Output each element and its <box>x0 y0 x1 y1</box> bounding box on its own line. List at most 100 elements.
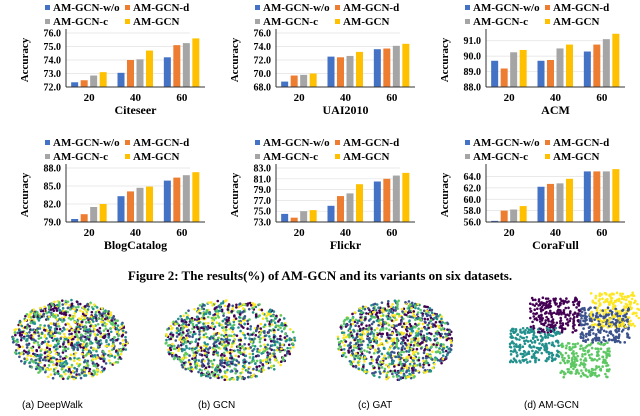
scatter-point <box>602 319 605 323</box>
scatter-point <box>30 346 34 350</box>
scatter-point <box>514 336 517 340</box>
scatter-point <box>583 308 586 312</box>
scatter-point <box>584 357 587 360</box>
legend-label: AM-GCN-d <box>133 2 189 14</box>
scatter-point <box>587 332 591 335</box>
scatter-point <box>261 312 265 315</box>
scatter-point <box>253 303 257 307</box>
scatter-point <box>415 313 419 316</box>
scatter-point <box>68 314 72 317</box>
scatter-point <box>414 368 417 372</box>
scatter-point <box>191 357 194 361</box>
bar <box>173 177 181 222</box>
scatter-point <box>107 316 111 319</box>
scatter-point <box>439 344 443 347</box>
scatter-point <box>197 359 201 362</box>
scatter-point <box>351 351 354 355</box>
scatter-point <box>593 323 596 326</box>
scatter-point <box>391 372 394 376</box>
scatter-point <box>74 306 78 309</box>
scatter-point <box>403 347 407 350</box>
scatter-point <box>220 337 223 341</box>
scatter-point <box>562 375 565 379</box>
scatter-point <box>124 348 128 351</box>
scatter-point <box>192 358 196 362</box>
scatter-point <box>89 346 93 349</box>
scatter-point <box>261 365 264 369</box>
y-tick-label: 76.0 <box>44 29 62 40</box>
scatter-point <box>40 332 44 335</box>
scatter-point <box>401 310 404 313</box>
scatter-point <box>59 337 63 340</box>
scatter-point <box>591 299 595 303</box>
scatter-point <box>80 315 84 318</box>
scatter-point <box>14 349 18 352</box>
scatter-point <box>49 373 53 376</box>
legend-label: AM-GCN <box>343 151 389 163</box>
scatter-point <box>352 328 355 332</box>
legend-label: AM-GCN-c <box>53 151 108 163</box>
scatter-point <box>37 354 41 358</box>
scatter-point <box>64 299 68 303</box>
scatter-point <box>410 337 414 341</box>
scatter-point <box>237 326 240 329</box>
scatter-point <box>200 326 203 329</box>
scatter-point <box>35 354 38 358</box>
scatter-point <box>231 307 234 311</box>
bar <box>583 51 591 87</box>
scatter-point <box>172 320 175 324</box>
scatter-point <box>258 364 261 368</box>
scatter-point <box>354 324 357 328</box>
scatter-point <box>265 314 268 318</box>
scatter-point <box>55 303 59 307</box>
scatter-point <box>515 351 518 354</box>
scatter-point <box>61 345 65 348</box>
scatter-point <box>425 356 428 360</box>
scatter-point <box>107 332 111 336</box>
scatter-point <box>92 364 96 368</box>
scatter-point <box>403 364 406 368</box>
scatter-point <box>121 342 125 346</box>
scatter-point <box>79 327 82 331</box>
scatter-point <box>69 336 72 340</box>
scatter-point <box>431 366 434 370</box>
scatter-point <box>406 339 410 342</box>
scatter-point <box>203 349 206 353</box>
scatter-point <box>229 370 233 373</box>
scatter-point <box>379 332 383 336</box>
scatter-point <box>580 323 583 327</box>
scatter-point <box>112 336 116 339</box>
scatter-point <box>360 318 363 322</box>
scatter-point <box>589 328 593 332</box>
scatter-point <box>344 355 348 359</box>
scatter-point <box>48 350 51 354</box>
scatter-point <box>16 331 20 335</box>
scatter-point <box>224 299 227 303</box>
scatter-point <box>111 342 115 345</box>
scatter-point <box>358 347 361 351</box>
scatter-point <box>439 334 442 338</box>
scatter-point <box>91 320 95 323</box>
scatter-point <box>48 347 52 351</box>
scatter-point <box>11 337 15 341</box>
scatter-point <box>274 358 277 361</box>
scatter-point <box>405 350 408 353</box>
scatter-point <box>567 368 571 371</box>
scatter-point <box>56 322 60 326</box>
scatter-point <box>381 357 384 361</box>
scatter-point <box>610 292 614 296</box>
scatter-point <box>207 301 210 304</box>
scatter-point <box>602 312 606 316</box>
scatter-point <box>225 340 228 343</box>
scatter-point <box>204 312 208 316</box>
scatter-point <box>564 351 568 355</box>
dataset-title: BlogCatalog <box>104 238 167 252</box>
scatter-point <box>396 312 399 316</box>
scatter-point <box>211 322 215 326</box>
scatter-point <box>205 353 209 357</box>
scatter-point <box>32 315 35 318</box>
scatter-point <box>610 338 614 342</box>
scatter-point <box>400 367 403 370</box>
scatter-point <box>172 357 176 361</box>
scatter-point <box>372 310 376 314</box>
